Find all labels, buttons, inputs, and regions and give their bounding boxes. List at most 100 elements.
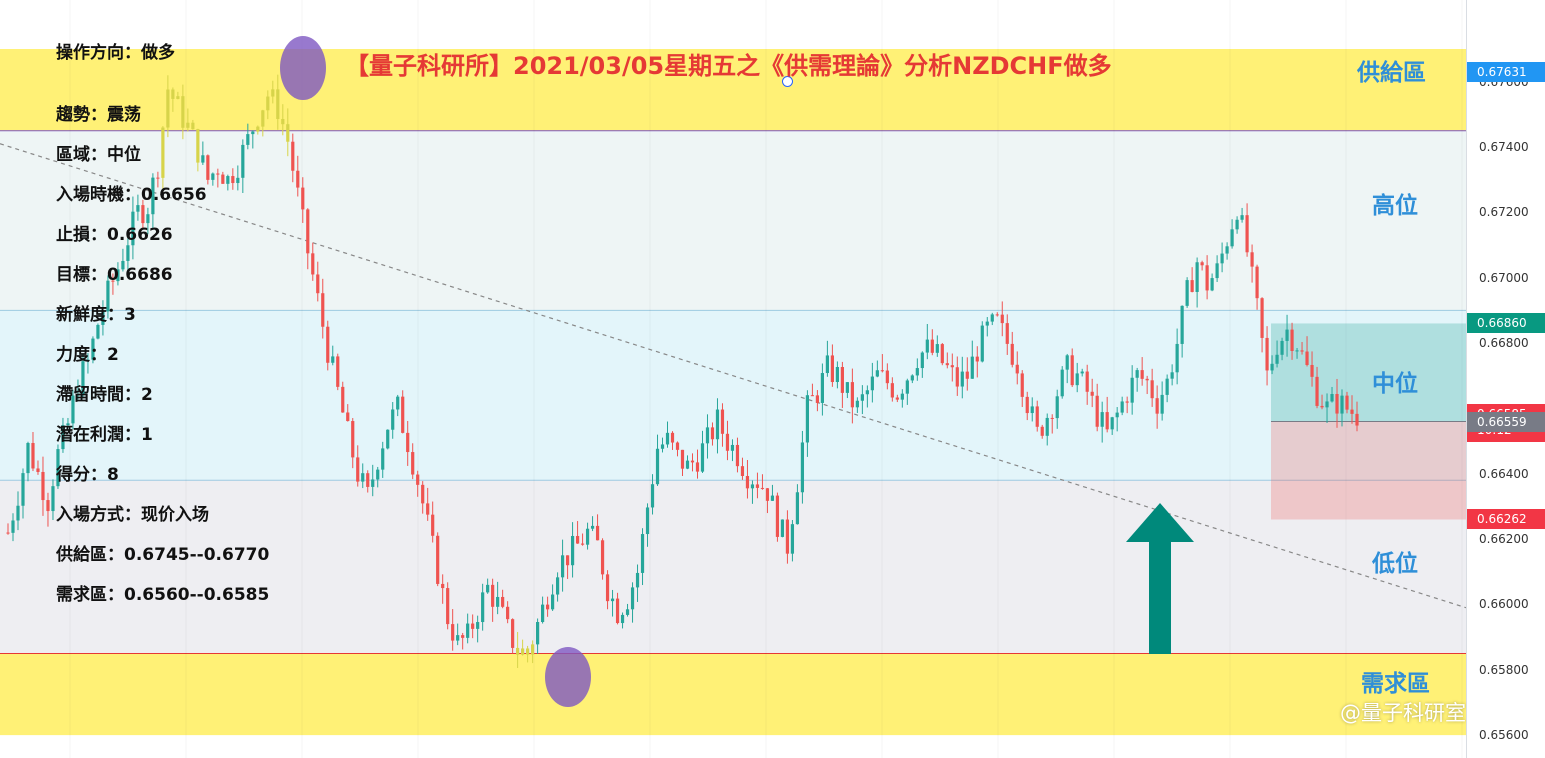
- candle-body: [625, 609, 630, 615]
- candle-body: [820, 373, 824, 403]
- candle-body: [1110, 417, 1114, 430]
- zone-band-3: [0, 480, 1466, 654]
- candle-body: [745, 475, 750, 489]
- candle-body: [1280, 340, 1284, 355]
- candle-body: [236, 177, 240, 184]
- candle-body: [855, 400, 859, 408]
- candle-body: [496, 596, 500, 607]
- candle-body: [491, 584, 495, 607]
- candle-body: [441, 583, 445, 589]
- candle-body: [26, 442, 30, 474]
- candle-body: [1120, 401, 1124, 413]
- candle-body: [660, 444, 665, 449]
- candle-body: [875, 370, 879, 377]
- price-tick-label: 0.67200: [1479, 205, 1529, 220]
- candle-body: [206, 155, 210, 180]
- candle-body: [1290, 329, 1294, 352]
- candle-body: [1225, 246, 1229, 254]
- candle-body: [451, 624, 455, 641]
- candle-body: [1055, 396, 1059, 419]
- candle-body: [116, 269, 120, 282]
- candle-body: [1325, 401, 1329, 408]
- candle-body: [436, 535, 440, 584]
- candle-body: [640, 534, 645, 573]
- candle-body: [1075, 373, 1079, 386]
- candle-body: [241, 144, 245, 178]
- candle-body: [471, 623, 475, 629]
- price-tag-value: 0.67631: [1477, 64, 1527, 79]
- long-direction-arrow: [1126, 503, 1194, 654]
- chart-area[interactable]: 【量子科研所】2021/03/05星期五之《供需理論》分析NZDCHF做多 操作…: [0, 0, 1466, 758]
- candle-body: [466, 623, 470, 638]
- candle-body: [1215, 263, 1219, 279]
- candle-body: [531, 644, 535, 655]
- candle-body: [1205, 265, 1209, 291]
- candle-body: [785, 519, 790, 554]
- candle-body: [715, 409, 720, 440]
- candle-body: [341, 386, 345, 413]
- candle-body: [840, 366, 844, 393]
- watermark: @量子科研室: [1340, 701, 1466, 725]
- candle-body: [1155, 398, 1159, 414]
- candle-body: [730, 444, 735, 451]
- price-tick-label: 0.66200: [1479, 532, 1529, 547]
- candle-body: [191, 122, 195, 130]
- candle-body: [970, 356, 974, 379]
- candle-body: [486, 584, 490, 593]
- candle-body: [1300, 350, 1304, 352]
- candle-body: [1140, 370, 1144, 379]
- candle-body: [226, 176, 230, 184]
- candle-body: [665, 432, 670, 445]
- price-tag-value: 0.66559: [1477, 414, 1527, 429]
- candle-body: [266, 96, 270, 111]
- info-stay-time: 滯留時間：2: [56, 385, 153, 405]
- candle-body: [1100, 412, 1104, 427]
- candle-body: [1145, 378, 1149, 381]
- candle-body: [146, 214, 150, 224]
- candle-body: [1210, 278, 1214, 291]
- candle-body: [1235, 219, 1239, 230]
- candle-body: [291, 141, 295, 171]
- candle-body: [1320, 405, 1324, 408]
- candle-body: [980, 325, 984, 362]
- candle-body: [151, 177, 155, 215]
- candle-body: [1080, 371, 1084, 374]
- zone-label-high: 高位: [1372, 193, 1418, 219]
- price-tick-label: 0.66000: [1479, 597, 1529, 612]
- candle-body: [391, 409, 395, 430]
- candle-body: [1295, 350, 1299, 352]
- candle-body: [501, 596, 505, 607]
- candle-body: [1195, 262, 1199, 292]
- candle-body: [461, 635, 465, 638]
- candle-body: [1345, 395, 1349, 410]
- price-axis[interactable]: 0.67600 0.67400 0.67200 0.67000 0.66800 0.664…: [1466, 0, 1545, 758]
- candle-body: [760, 487, 765, 489]
- candle-body: [1050, 417, 1054, 419]
- candle-body: [975, 356, 979, 362]
- candle-body: [1165, 378, 1169, 395]
- price-tick-label: 0.65800: [1479, 662, 1529, 677]
- price-tag-4: 0.66262: [1467, 508, 1545, 529]
- candle-body: [955, 367, 959, 387]
- candle-body: [1085, 371, 1089, 392]
- candle-body: [66, 423, 70, 426]
- candle-body: [271, 89, 275, 97]
- price-chart-svg[interactable]: [0, 0, 1466, 758]
- candle-body: [336, 356, 340, 387]
- candle-body: [635, 572, 640, 588]
- candle-body: [401, 396, 405, 433]
- candle-body: [1250, 252, 1254, 267]
- supply-touch-circle: [280, 36, 326, 100]
- candle-body: [1030, 406, 1034, 414]
- candle-body: [725, 433, 730, 451]
- price-tick-label: 0.65600: [1479, 728, 1529, 743]
- candle-body: [1330, 393, 1334, 402]
- candle-body: [1105, 412, 1109, 430]
- candle-body: [925, 339, 929, 353]
- candle-body: [560, 555, 565, 578]
- title-anchor-handle[interactable]: [782, 76, 793, 87]
- candle-body: [985, 321, 989, 326]
- candle-body: [630, 587, 635, 610]
- candle-body: [1175, 343, 1179, 373]
- candle-body: [770, 495, 775, 501]
